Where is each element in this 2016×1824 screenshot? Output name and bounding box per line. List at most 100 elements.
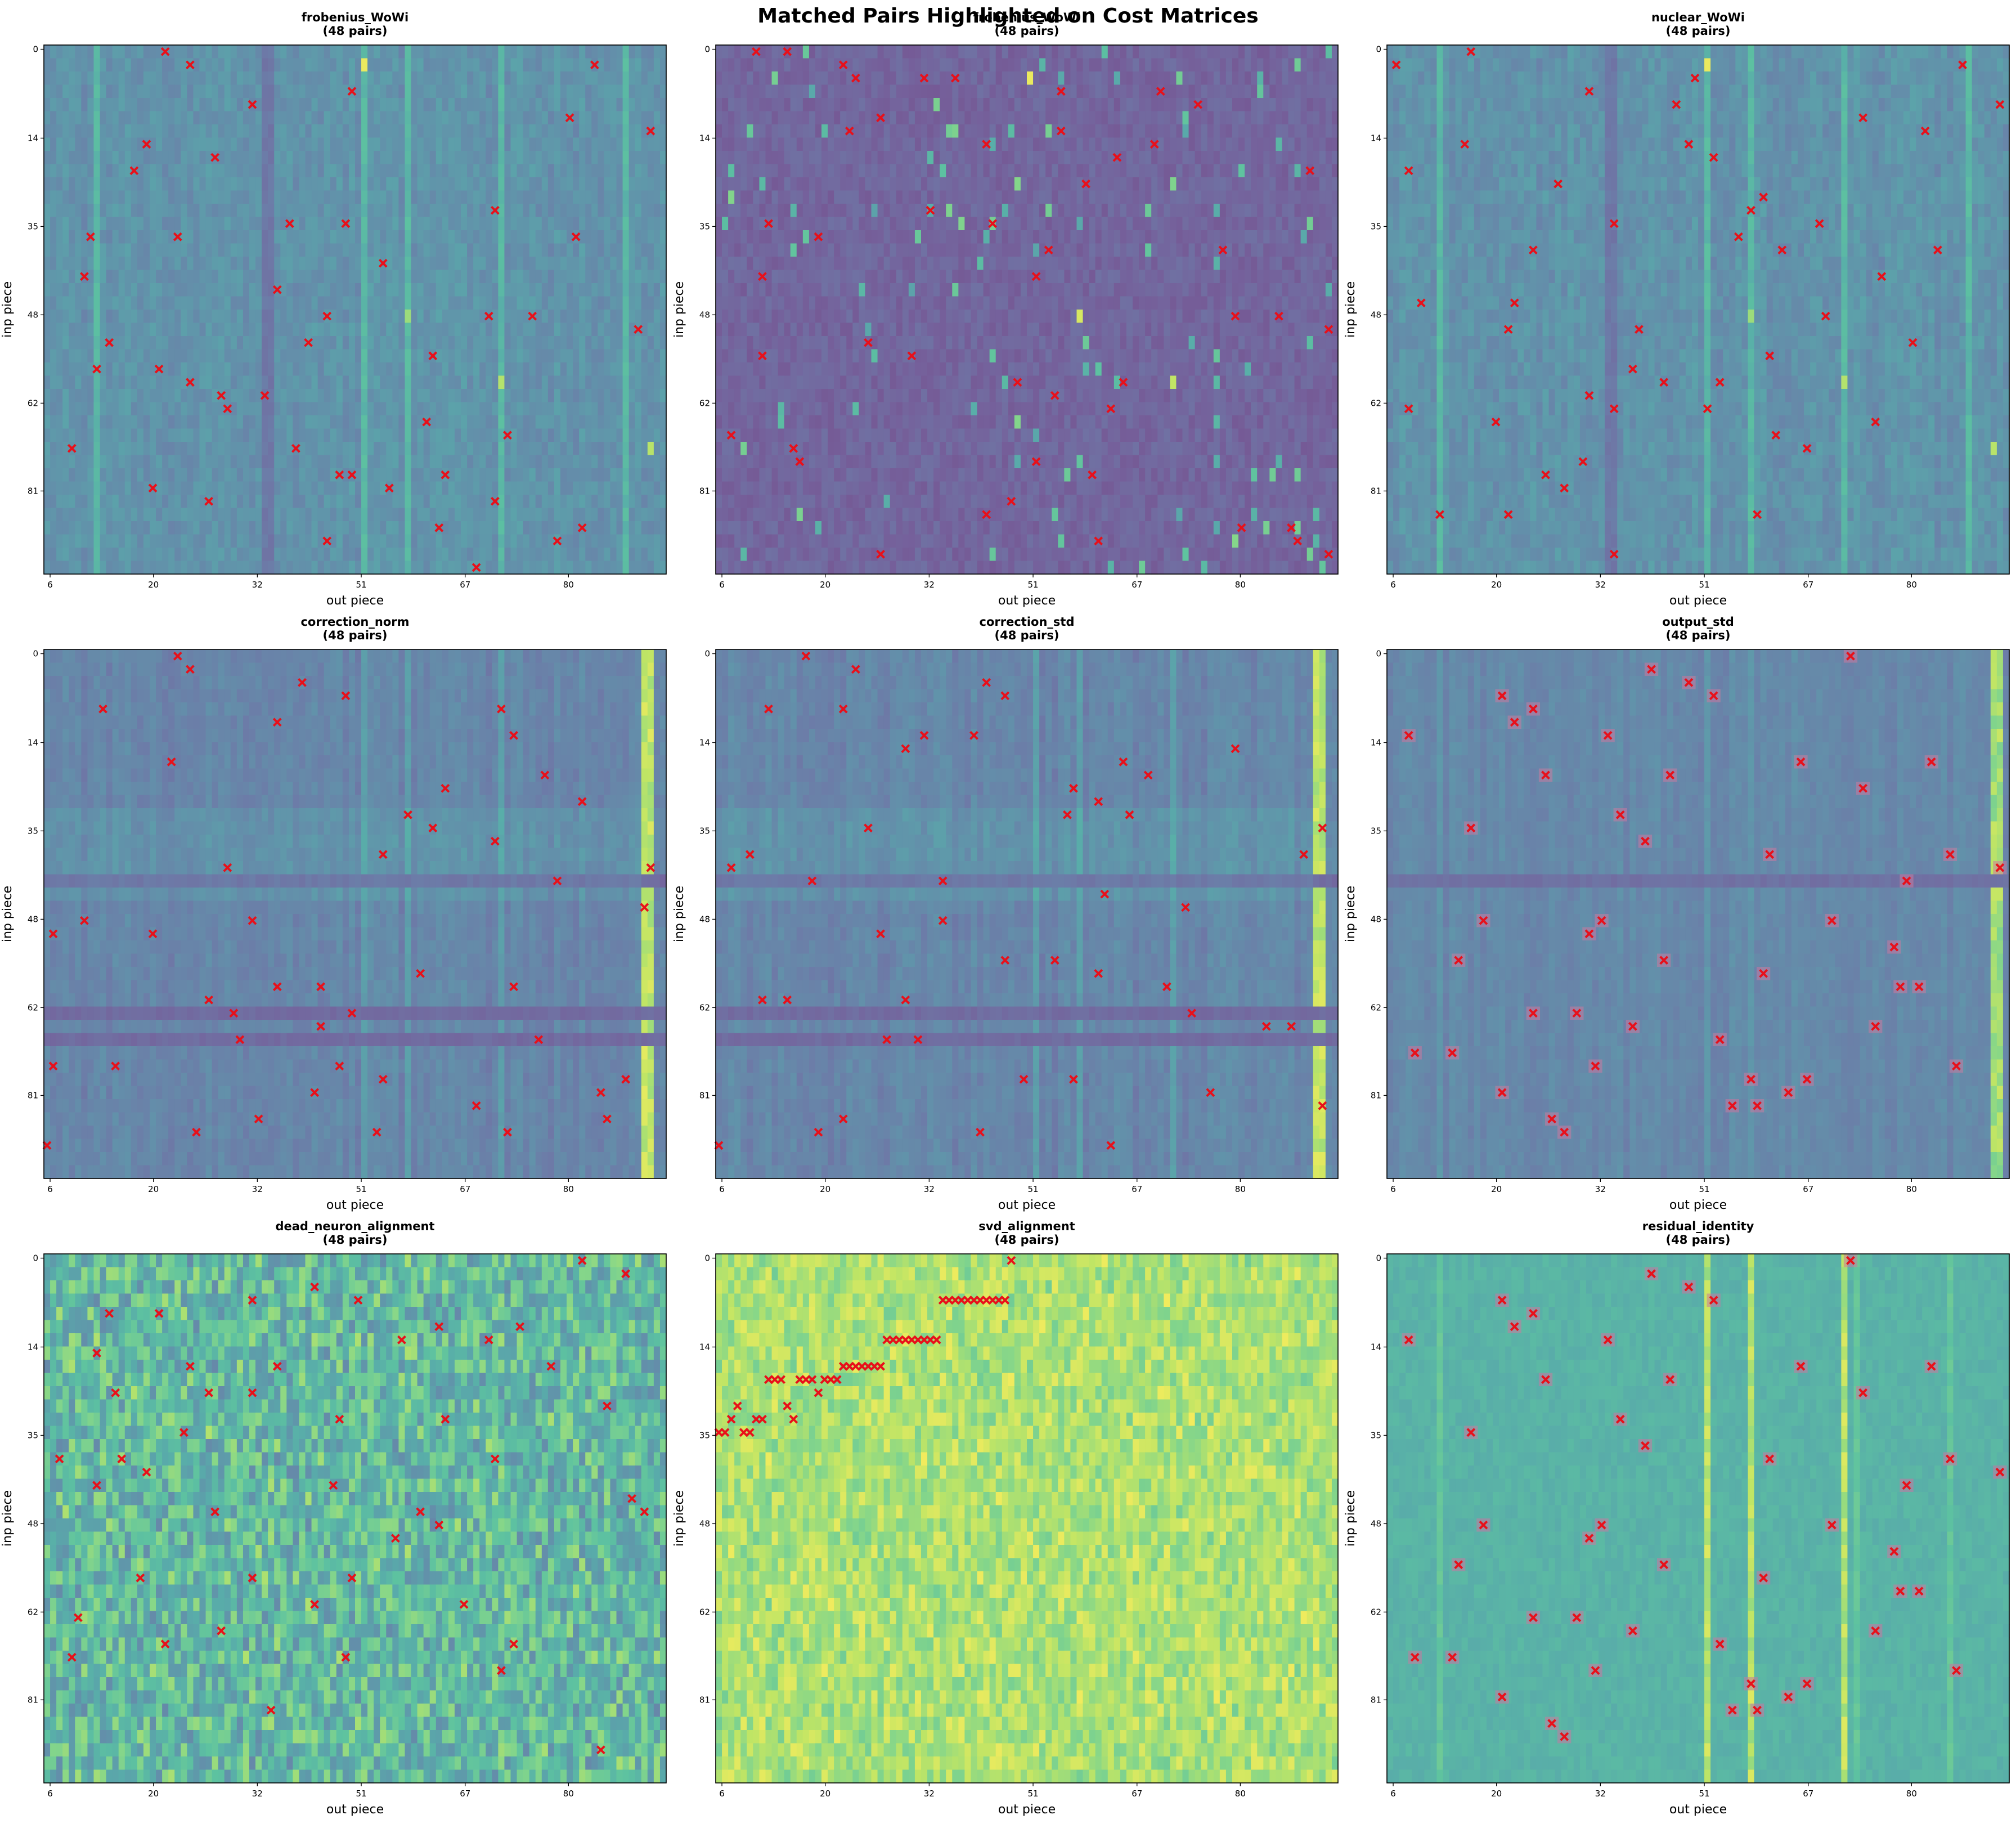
matched-pair-marker bbox=[764, 219, 773, 228]
matched-pair-marker bbox=[1088, 470, 1097, 479]
matched-pair-marker bbox=[1584, 87, 1594, 96]
matched-pair-marker bbox=[185, 1361, 195, 1371]
matched-pair-marker bbox=[92, 1481, 101, 1490]
x-tick-label: 32 bbox=[1595, 1184, 1606, 1194]
matched-pair-marker bbox=[1771, 431, 1781, 440]
matched-pair-marker bbox=[795, 457, 805, 467]
matched-pair-marker bbox=[1659, 378, 1669, 387]
axes-frame bbox=[43, 649, 667, 1179]
matched-pair-marker bbox=[1626, 1624, 1640, 1638]
matched-pair-marker bbox=[1507, 715, 1521, 729]
matched-pair-marker bbox=[1206, 1088, 1215, 1097]
panel-subtitle: (48 pairs) bbox=[995, 629, 1059, 642]
matched-pair-marker bbox=[1391, 60, 1401, 70]
matched-pair-marker bbox=[1578, 457, 1588, 467]
y-axis-label: inp piece bbox=[672, 1490, 686, 1547]
matched-pair-marker bbox=[298, 678, 307, 687]
matched-pair-marker bbox=[565, 113, 574, 123]
matched-pair-marker bbox=[173, 651, 182, 661]
matched-pair-marker bbox=[1464, 821, 1478, 835]
x-axis-label: out piece bbox=[1669, 594, 1727, 608]
matched-pair-marker bbox=[335, 1061, 344, 1071]
matched-pair-marker bbox=[67, 443, 77, 453]
y-tick-label: 48 bbox=[28, 310, 38, 320]
y-axis-label: inp piece bbox=[672, 281, 686, 338]
matched-pair-marker bbox=[1526, 1611, 1541, 1624]
matched-pair-marker bbox=[1050, 391, 1059, 400]
matched-pair-marker bbox=[876, 113, 886, 123]
y-tick-label: 81 bbox=[28, 1695, 38, 1705]
matched-pair-marker bbox=[1557, 1730, 1572, 1744]
matched-pair-marker bbox=[1800, 1677, 1814, 1691]
x-tick-label: 51 bbox=[356, 1789, 367, 1799]
y-tick-label: 62 bbox=[28, 1002, 38, 1012]
matched-pair-marker bbox=[1452, 953, 1466, 967]
y-axis-label: inp piece bbox=[1, 886, 15, 942]
x-tick-label: 20 bbox=[148, 1184, 159, 1194]
x-tick-label: 20 bbox=[1491, 1184, 1502, 1194]
matched-pair-marker bbox=[422, 417, 432, 427]
matched-pair-marker bbox=[1231, 311, 1240, 321]
matched-pair-marker bbox=[1495, 1086, 1509, 1099]
matched-pair-marker bbox=[1150, 140, 1159, 149]
matched-pair-marker bbox=[634, 325, 643, 334]
axes-frame bbox=[1386, 1253, 2010, 1783]
matched-pair-marker bbox=[160, 47, 170, 56]
matched-pair-marker bbox=[272, 982, 282, 992]
matched-pair-marker bbox=[720, 1428, 730, 1437]
y-tick-label: 48 bbox=[1371, 310, 1381, 320]
matched-pair-marker bbox=[1843, 1254, 1858, 1267]
matched-pair-marker bbox=[1402, 1333, 1416, 1347]
matched-pair-marker bbox=[79, 916, 89, 925]
y-tick-label: 0 bbox=[1376, 649, 1381, 659]
matched-pair-marker bbox=[714, 1141, 724, 1150]
matched-pair-marker bbox=[596, 1088, 605, 1097]
heatmap-cells bbox=[716, 649, 1339, 1179]
matched-pair-marker bbox=[254, 1114, 263, 1124]
matched-pair-marker bbox=[459, 1599, 469, 1609]
heatmap-panel-correction_std: 6 20 32 51 67 80 0 14 35 48 62 81 correction_std(48 … bbox=[672, 615, 1339, 1212]
matched-pair-marker bbox=[1993, 861, 2007, 875]
matched-pair-marker bbox=[764, 704, 773, 714]
matched-pair-marker bbox=[117, 1454, 127, 1464]
matched-pair-marker bbox=[1756, 1571, 1771, 1585]
matched-pair-marker bbox=[185, 665, 195, 674]
matched-pair-marker bbox=[248, 100, 257, 109]
y-tick-label: 14 bbox=[699, 737, 710, 747]
matched-pair-marker bbox=[1476, 1518, 1490, 1532]
matched-pair-marker bbox=[378, 1074, 388, 1084]
matched-pair-marker bbox=[185, 378, 195, 387]
matched-pair-marker bbox=[490, 1454, 500, 1464]
matched-pair-marker bbox=[1912, 980, 1926, 993]
matched-pair-marker bbox=[1781, 1086, 1795, 1099]
matched-pair-marker bbox=[1299, 850, 1309, 859]
matched-pair-marker bbox=[1544, 1717, 1559, 1730]
matched-pair-marker bbox=[1560, 483, 1569, 493]
matched-pair-marker bbox=[726, 1414, 736, 1424]
matched-pair-marker bbox=[1582, 927, 1596, 940]
panel-title: residual_identity bbox=[1642, 1220, 1754, 1233]
matched-pair-marker bbox=[776, 1375, 786, 1384]
matched-pair-marker bbox=[814, 1127, 823, 1137]
matched-pair-marker bbox=[1703, 404, 1712, 414]
matched-pair-marker bbox=[248, 1296, 257, 1305]
figure-title: Matched Pairs Highlighted on Cost Matric… bbox=[0, 5, 2016, 28]
matched-pair-marker bbox=[397, 1335, 406, 1345]
matched-pair-marker bbox=[272, 285, 282, 294]
heatmap-panel-frobenius_WoWi: 6 20 32 51 67 80 0 14 35 48 62 81 frobenius_WoWi(48 … bbox=[1, 11, 667, 608]
matched-pair-marker bbox=[1495, 689, 1509, 702]
x-axis-label: out piece bbox=[326, 594, 384, 608]
x-tick-label: 80 bbox=[1906, 580, 1917, 590]
matched-pair-marker bbox=[1707, 689, 1721, 702]
matched-pair-marker bbox=[1570, 1611, 1584, 1624]
matched-pair-marker bbox=[1476, 914, 1490, 927]
matched-pair-marker bbox=[154, 1308, 164, 1318]
matched-pair-marker bbox=[1404, 166, 1413, 176]
matched-pair-marker bbox=[428, 823, 438, 833]
x-axis-label: out piece bbox=[326, 1198, 384, 1212]
matched-pair-marker bbox=[285, 219, 294, 228]
y-tick-label: 0 bbox=[33, 649, 38, 659]
matched-pair-marker bbox=[1218, 245, 1228, 255]
matched-pair-marker bbox=[882, 1035, 892, 1045]
matched-pair-marker bbox=[1713, 1637, 1727, 1651]
